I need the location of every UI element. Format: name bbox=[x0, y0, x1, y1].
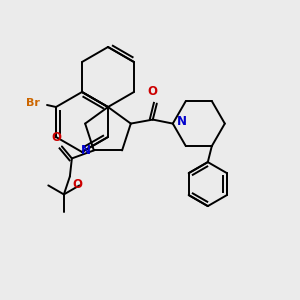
Text: N: N bbox=[81, 144, 91, 157]
Text: O: O bbox=[52, 131, 62, 144]
Text: O: O bbox=[148, 85, 158, 98]
Text: Br: Br bbox=[26, 98, 40, 108]
Text: O: O bbox=[73, 178, 83, 191]
Text: N: N bbox=[177, 115, 187, 128]
